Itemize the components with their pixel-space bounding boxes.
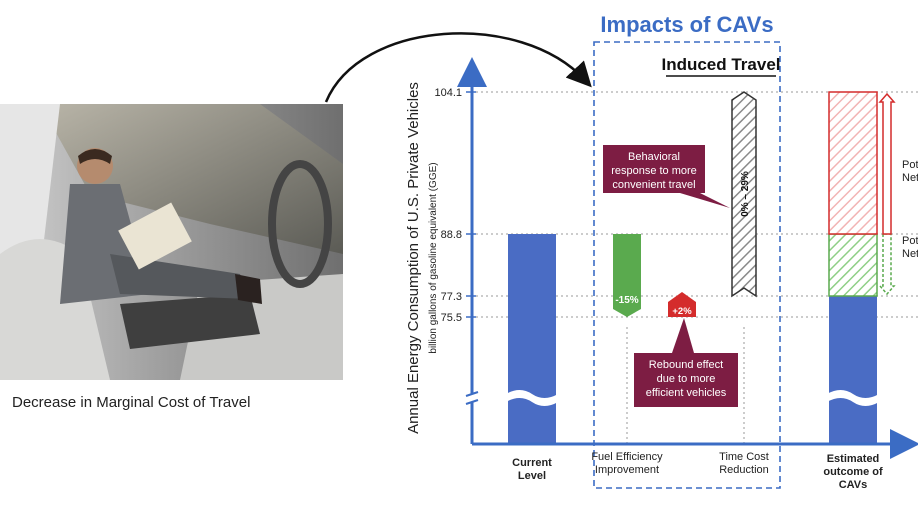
potential-increase-bar: [828, 91, 878, 235]
potential-decrease-bar: [828, 233, 878, 297]
bar: [508, 234, 556, 444]
y-axis-break: [464, 391, 480, 405]
bar: [829, 296, 877, 444]
callout-pointer: [680, 193, 730, 208]
chart-title: Impacts of CAVs: [600, 12, 773, 37]
annotations: Behavioral response to more convenient tra…: [603, 145, 918, 407]
bar-label: -15%: [615, 295, 638, 306]
side-label: Pot Net: [902, 235, 918, 260]
rebound-bar: [668, 292, 696, 317]
y-tick-label: 75.5: [441, 312, 462, 324]
impacts-box: [593, 41, 781, 489]
y-tick-label: 104.1: [434, 87, 462, 99]
callout-text: Behavioral response to more convenient tra…: [611, 151, 697, 191]
x-category-label: Time Cost Reduction: [719, 451, 769, 476]
side-label: Pot Net: [902, 159, 918, 184]
chart-subtitle: Induced Travel: [661, 55, 780, 74]
bar-label: 0% – 29%: [740, 171, 751, 217]
increase-arrow: [878, 92, 896, 235]
x-category-label: Fuel Efficiency Improvement: [591, 451, 663, 476]
connector-arrow: [324, 32, 592, 103]
y-axis-sublabel: billion gallons of gasoline equivalent (…: [428, 162, 439, 353]
decrease-arrow: [878, 233, 896, 296]
time-cost-bar: [731, 91, 757, 298]
callout-text: Rebound effect due to more efficient vehic…: [646, 359, 727, 399]
callout-box: [634, 353, 738, 407]
x-categories: Current Level Fuel Efficiency Improvement Ti…: [512, 451, 883, 491]
fuel-efficiency-bar: [613, 234, 641, 317]
bar-label: +2%: [672, 306, 692, 317]
bars: -15% +2% 0% – 29%: [506, 91, 896, 444]
x-category-label: Estimated outcome of CAVs: [823, 453, 883, 491]
y-axis-label: Annual Energy Consumption of U.S. Privat…: [405, 82, 422, 434]
autonomous-car-photo: [0, 104, 343, 380]
y-tick-label: 77.3: [441, 291, 462, 303]
bar-break: [506, 390, 558, 406]
photo-caption: Decrease in Marginal Cost of Travel: [12, 394, 251, 411]
gridlines: [476, 91, 918, 318]
y-tick-label: 88.8: [441, 229, 462, 241]
x-category-label: Current Level: [512, 457, 552, 482]
callout-pointer: [672, 318, 694, 353]
bar-break: [827, 390, 879, 406]
callout-box: [603, 145, 705, 193]
y-ticks: 104.1 88.8 77.3 75.5: [434, 87, 476, 324]
